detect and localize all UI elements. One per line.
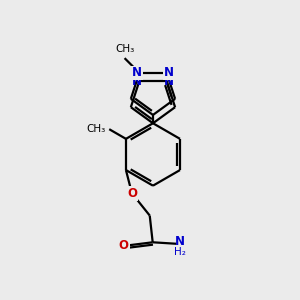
Text: O: O <box>127 187 137 200</box>
Text: N: N <box>175 235 185 248</box>
Text: N: N <box>164 66 174 79</box>
Text: N: N <box>132 75 142 88</box>
Text: N: N <box>164 75 174 88</box>
Text: O: O <box>118 239 129 252</box>
Text: H₂: H₂ <box>174 247 186 257</box>
Text: N: N <box>132 66 142 79</box>
Text: CH₃: CH₃ <box>115 44 134 54</box>
Text: CH₃: CH₃ <box>86 124 106 134</box>
